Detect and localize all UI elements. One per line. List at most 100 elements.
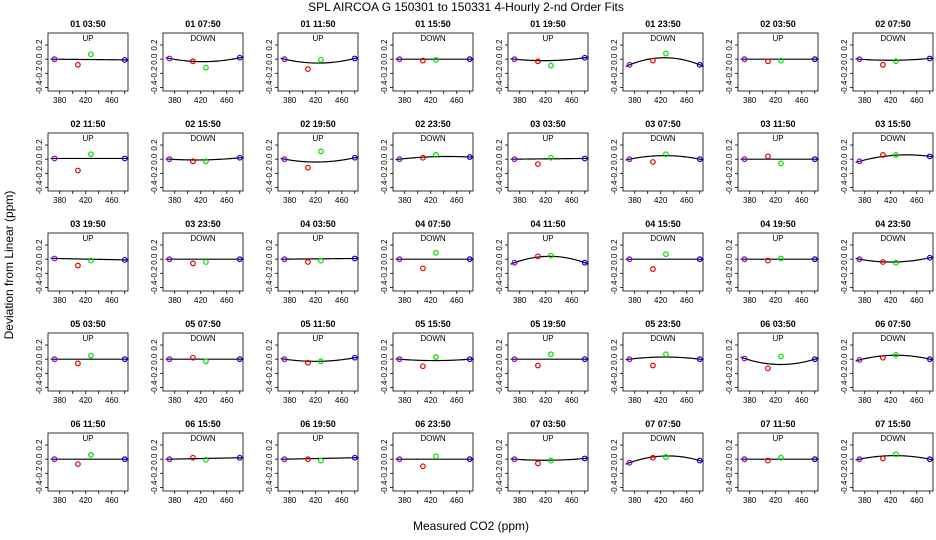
panel-title: 05 07:50: [185, 319, 221, 329]
y-tick-label: 0.2: [495, 139, 504, 151]
y-tick-label: 0.0: [840, 53, 849, 65]
panel-title: 02 11:50: [70, 119, 105, 129]
data-point: [236, 256, 243, 263]
y-tick-label: 0.2: [380, 239, 389, 251]
panel-18: 04 03:50 UP -0.4-0.20.0 0.2 380 420 460: [265, 219, 359, 305]
y-tick-label: 0.2: [725, 239, 734, 251]
data-point: [121, 256, 128, 263]
panel-17: 03 23:50 DOWN -0.4-0.20.0 0.2 380 420 460: [150, 219, 244, 305]
y-tick-label: 0.0: [35, 353, 44, 365]
y-tick-label: 0.2: [840, 139, 849, 151]
y-tick-label: -0.2: [265, 266, 274, 280]
y-tick-label: -0.4: [380, 180, 389, 194]
fit-curve: [625, 57, 704, 68]
y-tick-label: 0.0: [610, 453, 619, 465]
data-point: [318, 358, 324, 365]
data-point: [765, 365, 771, 372]
panel-title: 07 15:50: [875, 419, 911, 429]
panel-title: 04 15:50: [645, 219, 681, 229]
x-tick-label: 420: [309, 96, 323, 105]
x-tick-label: 380: [168, 96, 182, 105]
panel-title: 04 11:50: [530, 219, 565, 229]
x-tick-label: 420: [884, 496, 898, 505]
panel-direction: DOWN: [880, 134, 906, 143]
panel-title: 04 19:50: [760, 219, 796, 229]
panel-direction: UP: [772, 134, 783, 143]
x-tick-label: 380: [513, 96, 527, 105]
fit-curve: [50, 58, 129, 61]
y-tick-label: -0.2: [840, 366, 849, 380]
x-tick-label: 420: [884, 396, 898, 405]
y-tick-label: -0.2: [495, 366, 504, 380]
y-tick-label: 0.0: [265, 153, 274, 165]
x-tick-label: 420: [884, 96, 898, 105]
panel-frame: [507, 132, 589, 192]
y-tick-label: -0.4: [150, 280, 159, 294]
x-tick-label: 460: [220, 196, 234, 205]
x-tick-label: 380: [743, 196, 757, 205]
y-tick-label: -0.4: [610, 480, 619, 494]
panel-title: 07 03:50: [530, 419, 566, 429]
y-tick-label: -0.2: [150, 266, 159, 280]
data-point: [626, 256, 633, 263]
y-tick-label: -0.4: [725, 180, 734, 194]
y-tick-label: -0.2: [840, 66, 849, 80]
y-tick-label: -0.4: [840, 280, 849, 294]
y-tick-label: 0.0: [495, 53, 504, 65]
data-point: [626, 156, 633, 163]
data-point: [88, 452, 94, 458]
fit-curve: [625, 455, 704, 465]
y-tick-label: -0.2: [35, 166, 44, 180]
x-tick-label: 380: [168, 296, 182, 305]
data-point: [190, 58, 196, 65]
data-point: [318, 257, 324, 264]
x-tick-label: 420: [309, 196, 323, 205]
fit-curve: [855, 256, 934, 263]
x-tick-label: 460: [795, 296, 809, 305]
data-point: [696, 356, 703, 363]
y-tick-label: 0.2: [150, 439, 159, 451]
x-tick-label: 460: [335, 196, 349, 205]
fit-curve: [510, 255, 589, 265]
panel-direction: DOWN: [880, 34, 906, 43]
x-tick-label: 460: [220, 96, 234, 105]
y-tick-label: -0.2: [150, 466, 159, 480]
panel-0: 01 03:50 UP -0.4-0.20.0 0.2 380 420 460: [35, 19, 129, 105]
data-point: [741, 156, 748, 163]
data-point: [318, 457, 324, 464]
y-tick-label: 0.0: [610, 53, 619, 65]
data-point: [305, 359, 311, 366]
y-tick-label: -0.2: [265, 166, 274, 180]
x-tick-label: 420: [79, 396, 93, 405]
data-point: [466, 356, 473, 363]
fit-curve: [165, 56, 244, 63]
y-tick-label: -0.2: [610, 266, 619, 280]
y-tick-label: 0.2: [495, 439, 504, 451]
panel-frame: [737, 232, 819, 292]
y-tick-label: 0.2: [35, 139, 44, 151]
y-tick-label: -0.4: [840, 480, 849, 494]
fit-curve: [510, 56, 589, 62]
y-tick-label: 0.0: [150, 53, 159, 65]
y-tick-label: 0.0: [725, 253, 734, 265]
x-tick-label: 420: [654, 196, 668, 205]
x-tick-label: 380: [743, 96, 757, 105]
data-point: [893, 451, 899, 458]
data-point: [926, 55, 933, 62]
data-point: [88, 257, 94, 264]
panel-direction: DOWN: [880, 434, 906, 443]
y-tick-label: -0.2: [495, 466, 504, 480]
y-tick-label: 0.0: [725, 453, 734, 465]
panel-direction: UP: [312, 34, 323, 43]
y-tick-label: 0.2: [610, 139, 619, 151]
y-tick-label: -0.4: [840, 80, 849, 94]
panel-title: 03 11:50: [760, 119, 795, 129]
panel-frame: [162, 132, 244, 192]
y-tick-label: -0.4: [380, 380, 389, 394]
panel-direction: DOWN: [420, 34, 446, 43]
x-tick-label: 420: [769, 96, 783, 105]
panel-11: 02 23:50 DOWN -0.4-0.20.0 0.2 380 420 460: [380, 119, 474, 205]
y-tick-label: -0.2: [380, 266, 389, 280]
panel-23: 04 23:50 DOWN -0.4-0.20.0 0.2 380 420 460: [840, 219, 934, 305]
panel-frame: [162, 232, 244, 292]
